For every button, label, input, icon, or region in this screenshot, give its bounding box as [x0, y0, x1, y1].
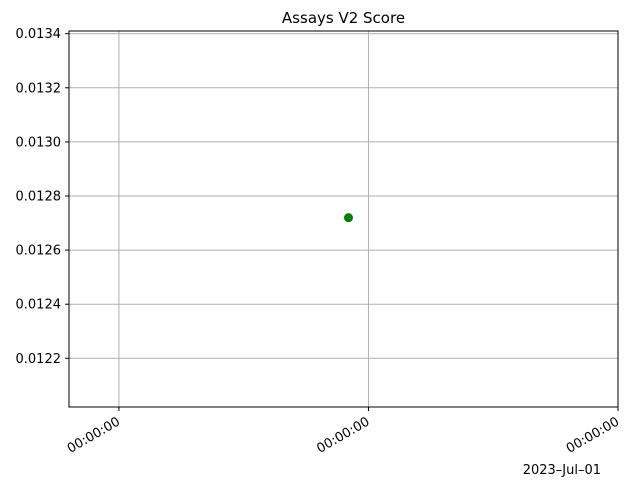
y-tick-labels: 0.0122 0.0124 0.0126 0.0128 0.0130 0.0132 0.01…	[16, 27, 62, 367]
y-tick-label: 0.0124	[16, 298, 62, 313]
y-tick-label: 0.0122	[16, 352, 62, 367]
y-tick-label: 0.0128	[16, 190, 62, 205]
y-tick-label: 0.0130	[16, 135, 62, 150]
y-tick-label: 0.0134	[16, 27, 62, 42]
data-point	[343, 213, 353, 223]
gridlines	[69, 31, 619, 407]
chart-title: Assays V2 Score	[282, 9, 405, 27]
plot-area	[69, 31, 618, 407]
x-offset-label: 2023–Jul–01	[523, 463, 601, 478]
data-points	[343, 213, 353, 223]
tick-marks	[65, 33, 619, 411]
plot-frame	[68, 30, 619, 408]
y-tick-label: 0.0132	[16, 81, 62, 96]
y-tick-label: 0.0126	[16, 244, 62, 259]
